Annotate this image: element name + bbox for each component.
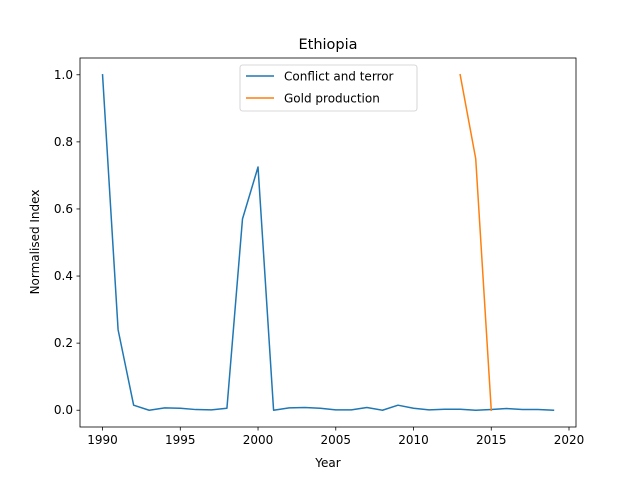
x-tick-label: 1995 xyxy=(165,433,196,447)
x-tick-label: 2010 xyxy=(398,433,429,447)
x-tick-label: 2015 xyxy=(476,433,507,447)
legend-label-1: Conflict and terror xyxy=(284,70,394,84)
x-tick-label: 1990 xyxy=(87,433,118,447)
y-tick-label: 0.0 xyxy=(54,403,73,417)
series-line-1 xyxy=(101,73,555,412)
y-tick-label: 0.8 xyxy=(54,135,73,149)
x-tick-label: 2005 xyxy=(321,433,352,447)
x-axis-label: Year xyxy=(314,456,340,470)
y-tick-label: 0.4 xyxy=(54,269,73,283)
chart-title: Ethiopia xyxy=(298,37,357,53)
legend-box xyxy=(239,64,418,112)
x-tick-label: 2000 xyxy=(243,433,274,447)
y-axis-label: Normalised Index xyxy=(28,190,42,295)
series-line-2 xyxy=(459,73,493,412)
legend: Conflict and terror Gold production xyxy=(239,64,418,112)
y-tick-label: 0.2 xyxy=(54,336,73,350)
axes-frame xyxy=(79,57,577,428)
legend-label-2: Gold production xyxy=(284,92,380,106)
x-tick-label: 2020 xyxy=(554,433,585,447)
plot-area: 1990 1995 2000 2005 2010 2015 2020 0.0 0.2 0.4 0.6… xyxy=(54,57,585,447)
y-tick-label: 0.6 xyxy=(54,202,73,216)
y-tick-label: 1.0 xyxy=(54,68,73,82)
